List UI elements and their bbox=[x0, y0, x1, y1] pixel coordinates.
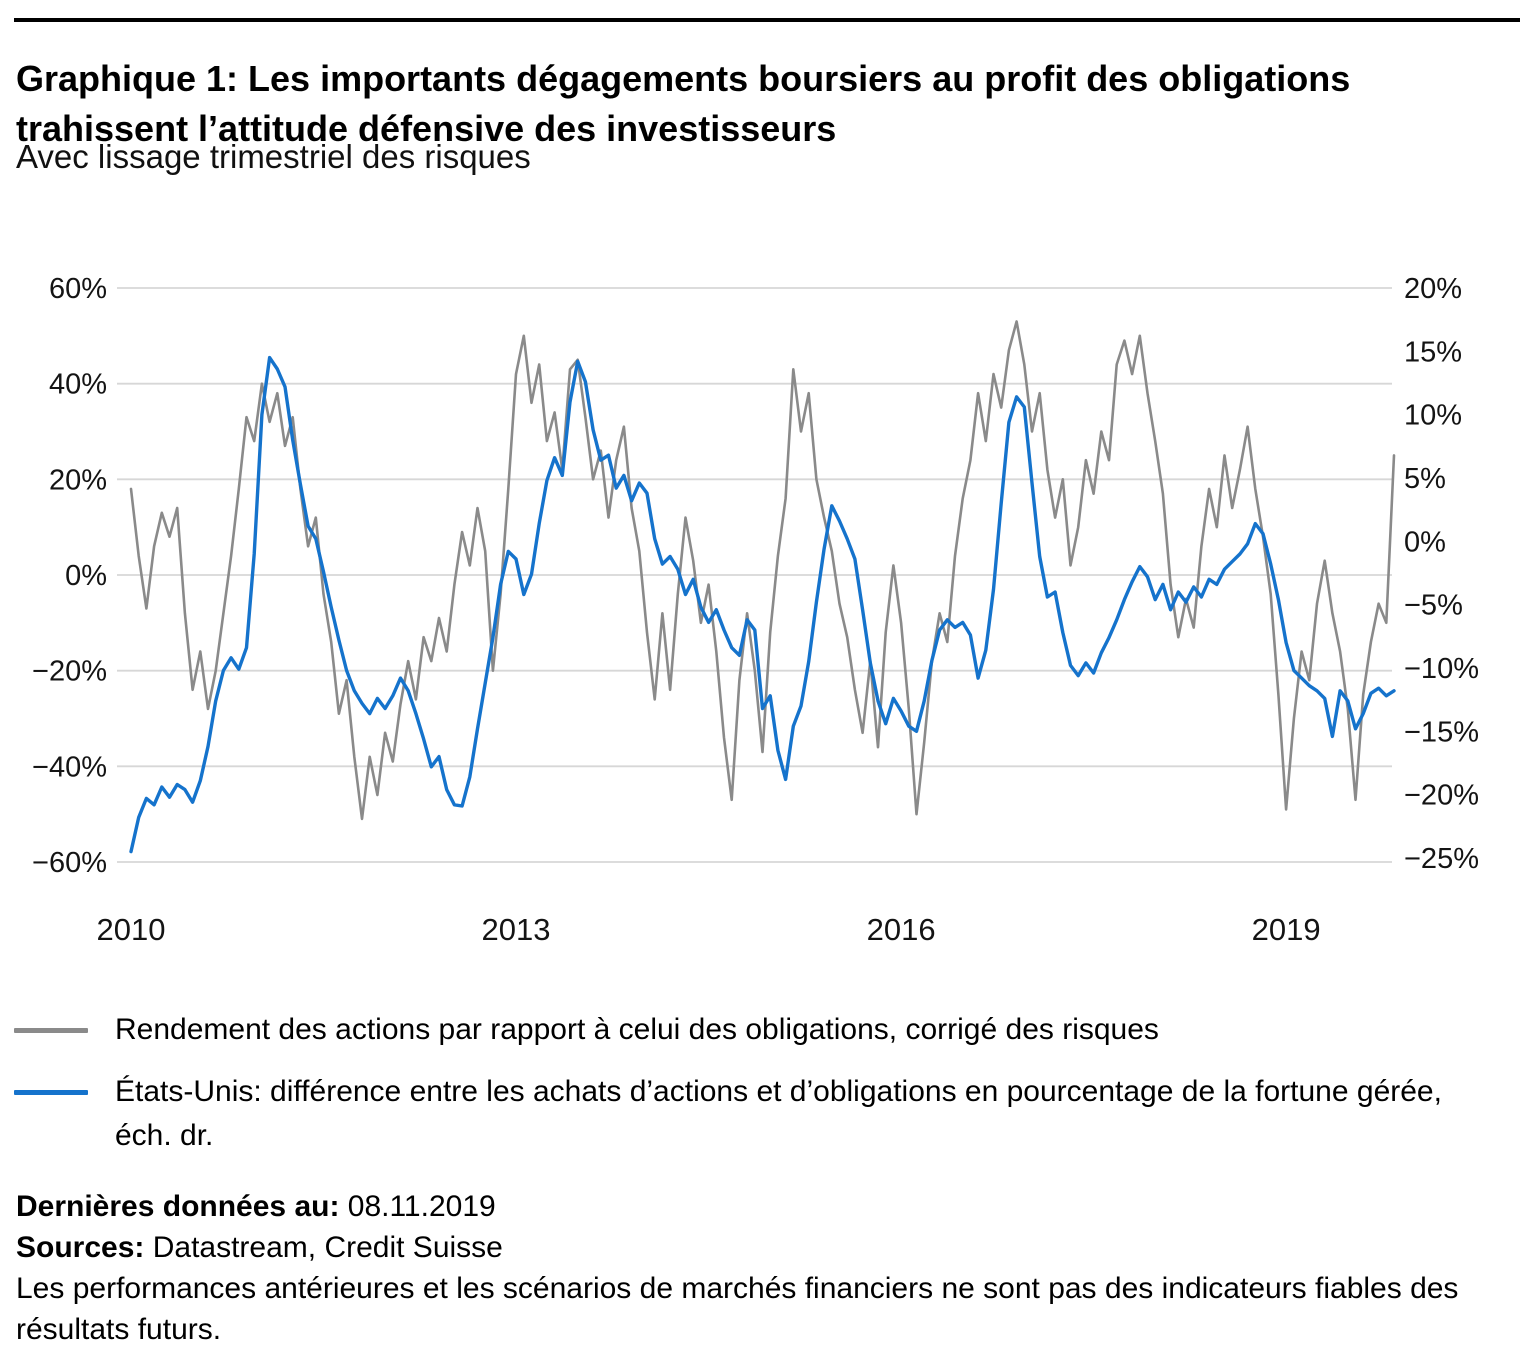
right-axis-tick-label: 20% bbox=[1404, 273, 1462, 305]
right-axis: 20% 15% 10% 5% 0% −5% −10% −15% −20% −25% bbox=[1404, 273, 1479, 875]
left-axis: 60% 40% 20% 0% −20% −40% −60% bbox=[32, 273, 107, 879]
left-axis-tick-label: −60% bbox=[32, 847, 107, 879]
right-axis-tick-label: −25% bbox=[1404, 843, 1479, 875]
left-axis-tick-label: −20% bbox=[32, 656, 107, 688]
left-axis-tick-label: −40% bbox=[32, 751, 107, 783]
legend-item-equity-vs-bond-return: Rendement des actions par rapport à celu… bbox=[14, 1008, 1514, 1052]
page-title: Graphique 1: Les importants dégagements … bbox=[16, 58, 1351, 150]
legend: Rendement des actions par rapport à celu… bbox=[14, 1008, 1514, 1176]
blue-line-swatch bbox=[14, 1090, 88, 1095]
page-subtitle: Avec lissage trimestriel des risques bbox=[16, 138, 531, 175]
right-axis-tick-label: −5% bbox=[1404, 590, 1463, 622]
right-axis-tick-label: −20% bbox=[1404, 780, 1479, 812]
left-axis-tick-label: 60% bbox=[49, 273, 107, 305]
right-axis-tick-label: −15% bbox=[1404, 716, 1479, 748]
us-equity-bond-purchase-difference-line bbox=[129, 355, 1396, 854]
x-axis-tick-label: 2010 bbox=[97, 912, 166, 947]
top-rule bbox=[14, 18, 1520, 22]
x-axis-tick-label: 2013 bbox=[482, 912, 551, 947]
x-axis: 2010 2013 2016 2019 bbox=[97, 912, 1321, 947]
last-data-line: Dernières données au: 08.11.2019 bbox=[16, 1190, 496, 1223]
chart-footer: Dernières données au: 08.11.2019 Sources… bbox=[16, 1186, 1528, 1350]
sources-line: Sources: Datastream, Credit Suisse bbox=[16, 1231, 503, 1264]
right-axis-tick-label: −10% bbox=[1404, 653, 1479, 685]
gridlines bbox=[117, 287, 1392, 863]
legend-item-us-flows-difference: États-Unis: différence entre les achats … bbox=[14, 1070, 1514, 1158]
x-axis-tick-label: 2019 bbox=[1252, 912, 1321, 947]
gray-line-swatch bbox=[14, 1028, 88, 1033]
disclaimer-text: Les performances antérieures et les scén… bbox=[16, 1272, 1459, 1346]
right-axis-tick-label: 0% bbox=[1404, 526, 1446, 558]
right-axis-tick-label: 10% bbox=[1404, 400, 1462, 432]
equity-vs-bond-return-line bbox=[129, 320, 1396, 821]
left-axis-tick-label: 0% bbox=[65, 560, 107, 592]
x-axis-tick-label: 2016 bbox=[867, 912, 936, 947]
left-axis-tick-label: 40% bbox=[49, 369, 107, 401]
left-axis-tick-label: 20% bbox=[49, 464, 107, 496]
right-axis-tick-label: 15% bbox=[1404, 336, 1462, 368]
right-axis-tick-label: 5% bbox=[1404, 463, 1446, 495]
legend-label: Rendement des actions par rapport à celu… bbox=[115, 1013, 1159, 1046]
legend-label: États-Unis: différence entre les achats … bbox=[115, 1075, 1442, 1152]
